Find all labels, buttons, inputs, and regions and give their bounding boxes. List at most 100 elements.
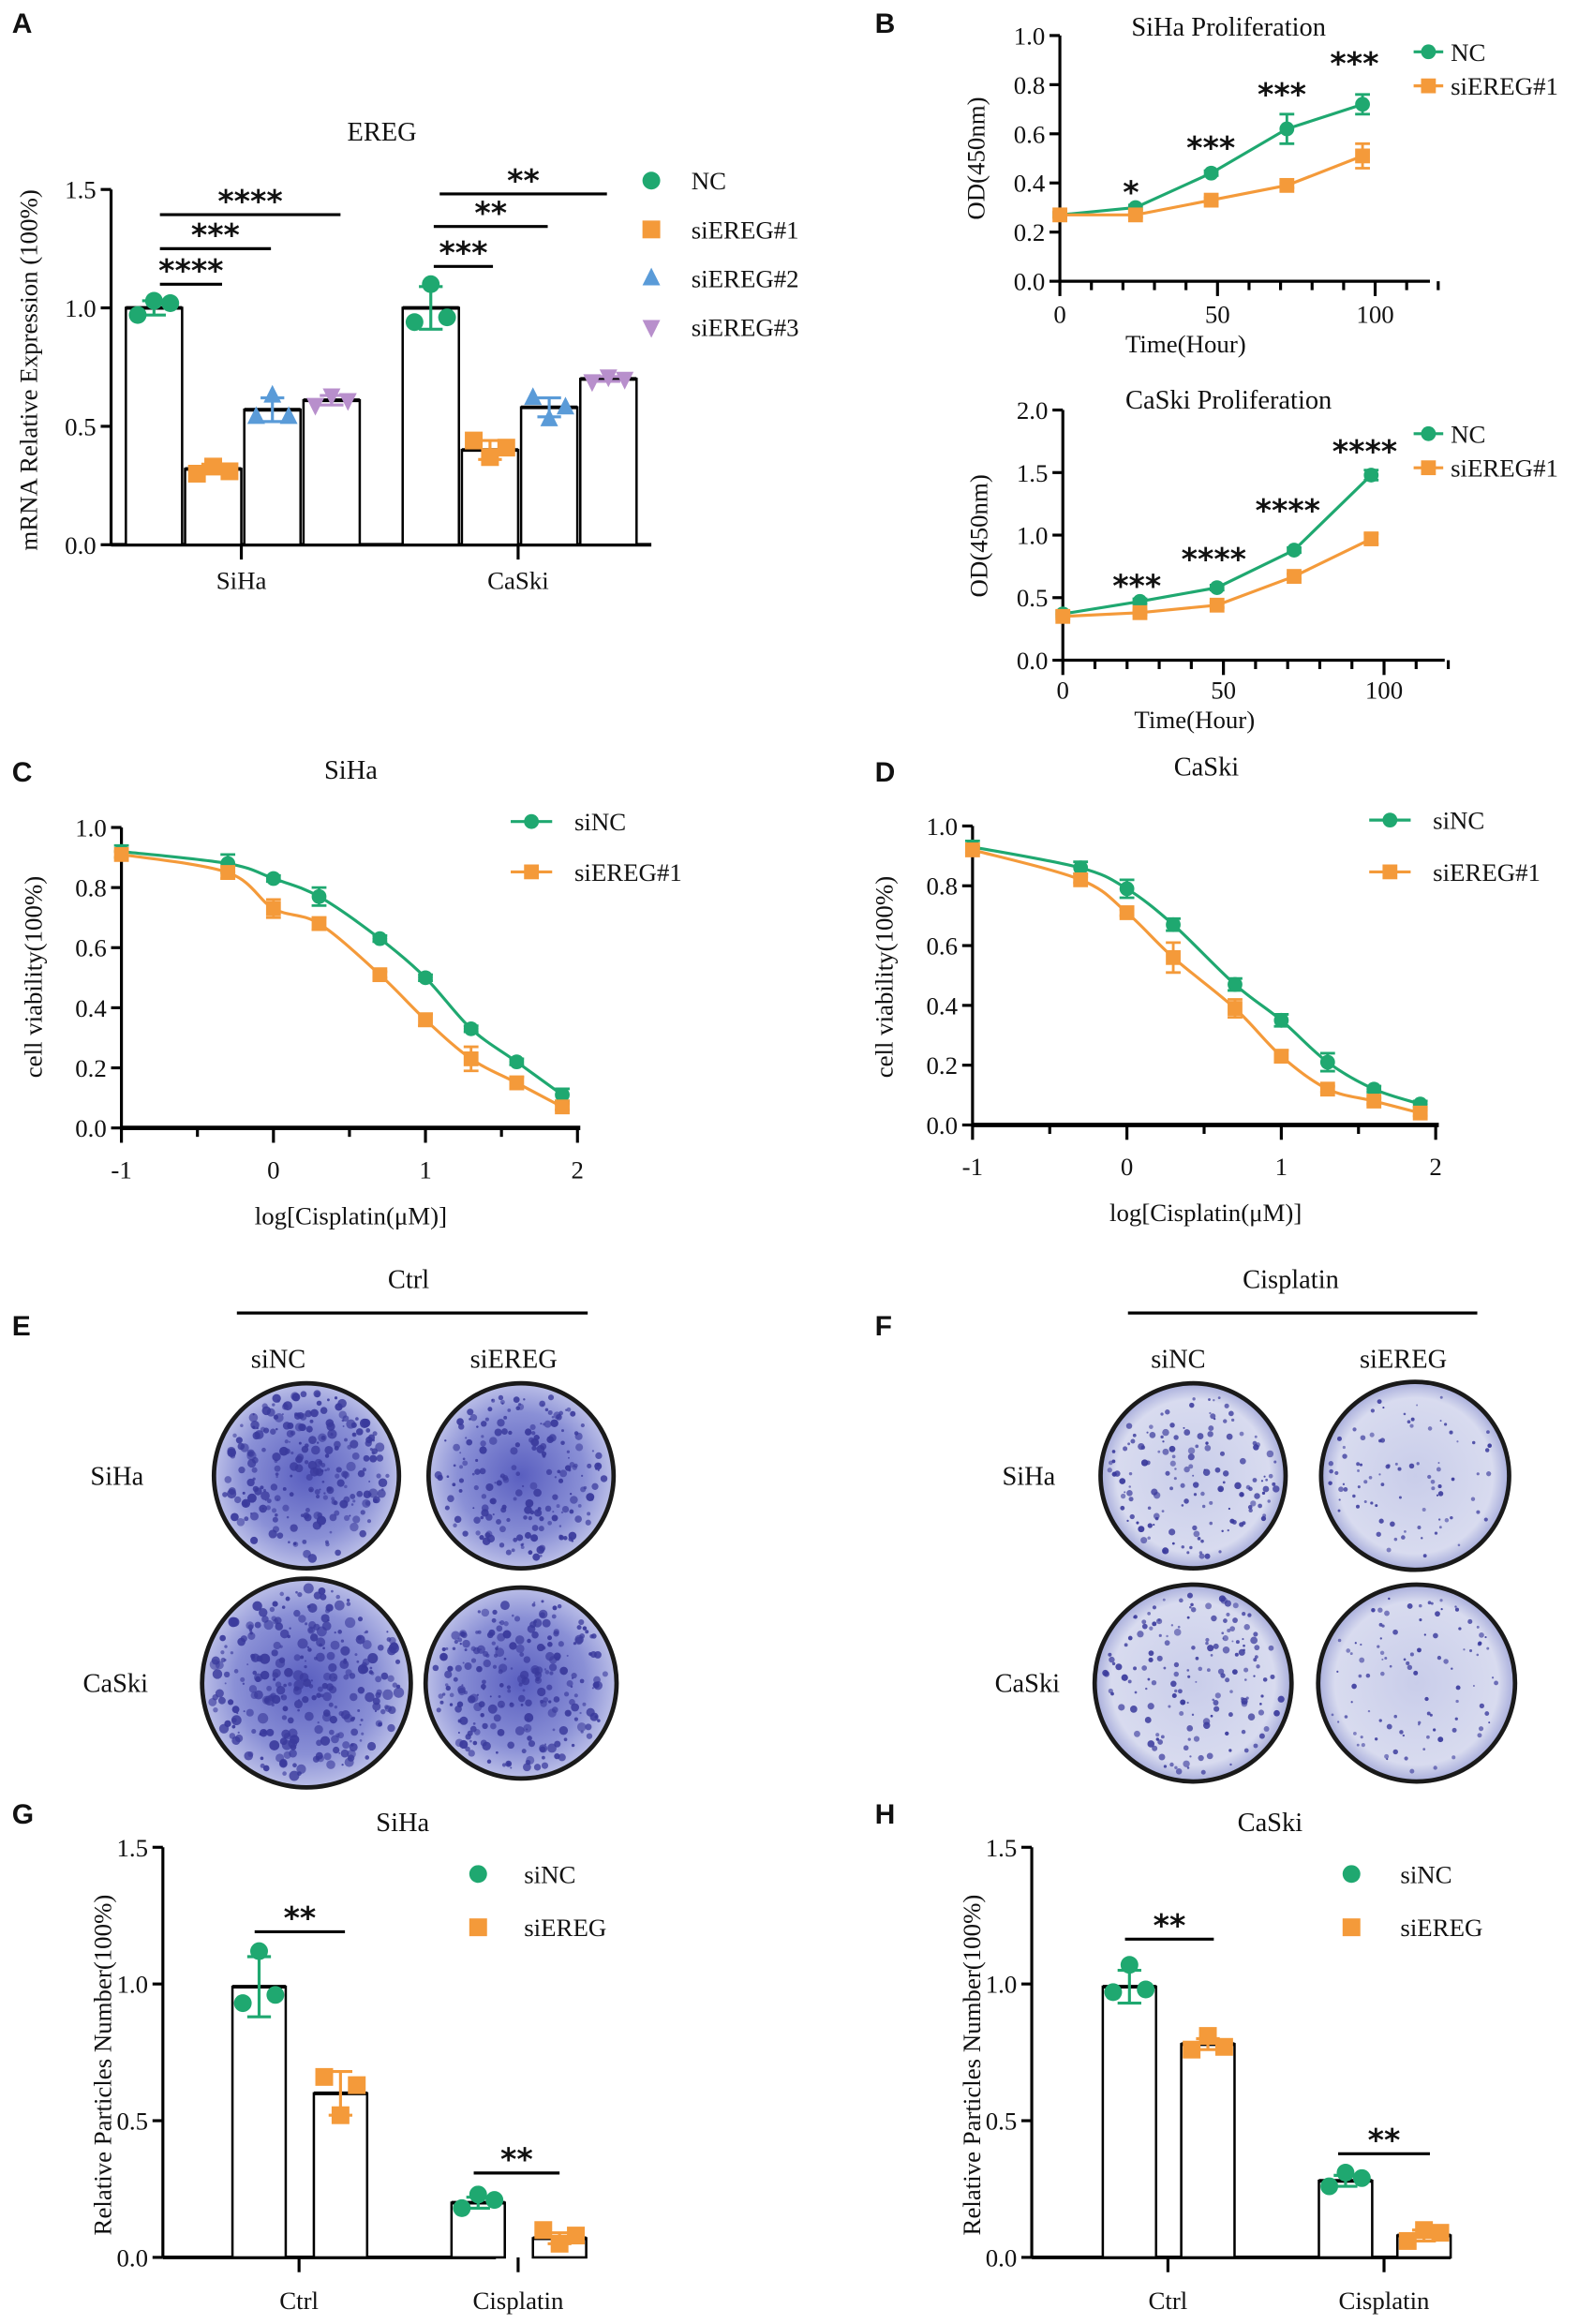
data-point [1132, 604, 1148, 620]
data-point [1273, 1049, 1289, 1065]
y-tick-label: 1.0 [986, 1971, 1018, 1999]
legend-marker-square [1421, 460, 1437, 476]
legend-label: NC [692, 167, 726, 195]
significance-stars: *** [191, 216, 240, 253]
data-point [583, 374, 602, 393]
bar-siEREG#2-SiHa [243, 408, 302, 546]
data-point [348, 2076, 366, 2094]
data-point [465, 431, 484, 450]
legend-marker-circle [469, 1865, 487, 1884]
y-tick-label: 1.0 [1014, 22, 1046, 50]
y-tick-label: 0.0 [1014, 268, 1046, 296]
data-point [555, 1099, 570, 1115]
data-point [1209, 580, 1225, 595]
data-point [250, 1942, 268, 1960]
significance-stars: **** [1256, 492, 1320, 529]
data-point [1073, 860, 1089, 875]
data-point [1073, 872, 1089, 887]
y-tick-label: 2.0 [1017, 396, 1049, 425]
x-tick-label: 50 [1211, 677, 1236, 705]
y-tick-label: 1.5 [116, 1834, 148, 1862]
data-point [263, 384, 282, 403]
data-point [246, 406, 265, 425]
row-label: SiHa [1002, 1462, 1055, 1491]
y-tick-label: 0.0 [65, 531, 97, 559]
significance-stars: **** [1182, 541, 1246, 577]
significance-stars: *** [439, 234, 487, 271]
y-tick-label: 0.6 [75, 934, 107, 962]
data-point [161, 294, 180, 312]
legend-marker-circle [1342, 1865, 1361, 1884]
data-point [1279, 177, 1295, 193]
data-point [1363, 468, 1379, 483]
legend-marker-square [1421, 78, 1437, 94]
data-point [113, 846, 129, 862]
bar-siNC-Ctrl [1101, 1985, 1158, 2259]
bar-NC-SiHa [125, 306, 184, 546]
y-tick-label: 0.2 [927, 1051, 959, 1080]
data-point [1319, 1081, 1335, 1097]
y-tick-label: 0.5 [1017, 584, 1049, 612]
data-point [265, 901, 281, 916]
x-tick-label: -1 [962, 1153, 983, 1181]
chart-H: CaSki Relative Particles Number(100%)0.0 0… [958, 1809, 1483, 2315]
data-point [128, 305, 147, 324]
bar-siNC-Cisplatin [450, 2201, 506, 2259]
data-point [1055, 608, 1071, 624]
y-tick-label: 1.0 [75, 813, 107, 842]
chart-title: CaSki [1238, 1809, 1303, 1838]
data-point [509, 1075, 525, 1091]
data-point [372, 931, 388, 946]
data-point [1166, 949, 1181, 965]
y-axis-label: OD(450nm) [962, 97, 990, 219]
data-point [306, 397, 324, 416]
x-tick-label: 0 [267, 1155, 279, 1184]
data-point [599, 369, 618, 388]
column-label: siNC [1151, 1346, 1205, 1375]
data-point [1203, 192, 1219, 208]
x-tick-label: Ctrl [1148, 2287, 1187, 2315]
significance-stars: ** [1154, 1907, 1186, 1944]
data-point [964, 842, 980, 857]
x-tick-label: Cisplatin [1339, 2287, 1431, 2315]
data-point [338, 393, 357, 411]
data-point [1119, 881, 1135, 897]
data-point [481, 448, 499, 467]
x-tick-label: 2 [572, 1155, 584, 1184]
panel-label-B: B [875, 8, 896, 39]
legend-marker-square [642, 220, 661, 239]
legend-marker-square [1342, 1918, 1361, 1937]
y-tick-label: 1.0 [927, 812, 959, 841]
data-point [509, 1054, 525, 1070]
data-point [1052, 207, 1067, 223]
x-axis-label: log[Cisplatin(μM)] [1109, 1199, 1302, 1227]
x-tick-label: 0 [1053, 300, 1065, 328]
data-point [315, 2067, 334, 2086]
data-point [279, 406, 298, 425]
data-point [1203, 165, 1219, 181]
significance-stars: ** [500, 2141, 533, 2178]
legend-label: siEREG#1 [574, 858, 682, 886]
y-axis-label: Relative Particles Number(100%) [89, 1895, 117, 2236]
data-point [1137, 1980, 1155, 1999]
bar-siEREG#3-CaSki [579, 378, 638, 546]
x-tick-label: 0 [1057, 677, 1069, 705]
legend-label: NC [1451, 420, 1485, 448]
y-tick-label: 1.5 [65, 176, 97, 204]
y-tick-label: 1.0 [116, 1971, 148, 1999]
data-point [1279, 121, 1295, 137]
y-tick-label: 0.4 [927, 991, 959, 1020]
significance-stars: * [1123, 173, 1139, 210]
y-tick-label: 0.8 [1014, 71, 1046, 99]
panel-label-F: F [875, 1311, 892, 1342]
significance-stars: **** [1332, 433, 1397, 469]
y-axis-label: OD(450nm) [965, 474, 993, 597]
data-point [233, 1994, 252, 2013]
y-tick-label: 0.6 [927, 932, 959, 961]
data-point [1228, 976, 1243, 992]
colony-panel-E: Ctrl siNC siEREG SiHa CaSki [83, 1265, 619, 1790]
x-tick-label: 50 [1205, 300, 1230, 328]
data-point [534, 2221, 553, 2240]
significance-stars: *** [1112, 568, 1161, 604]
data-point [1366, 1081, 1382, 1097]
